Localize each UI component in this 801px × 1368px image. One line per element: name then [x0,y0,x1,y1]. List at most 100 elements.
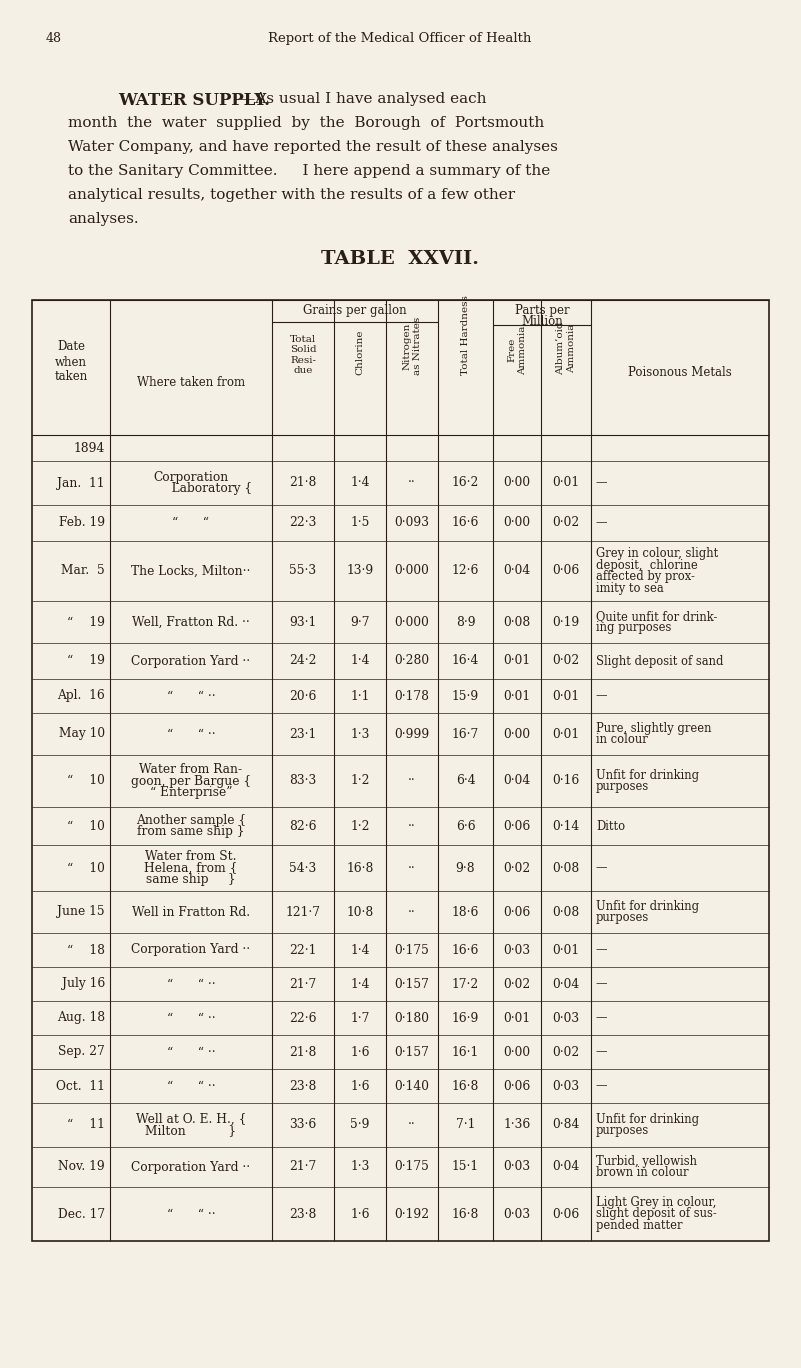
Text: 18·6: 18·6 [452,906,479,918]
Text: purposes: purposes [596,780,650,793]
Text: brown in colour: brown in colour [596,1167,689,1179]
Text: 0·175: 0·175 [395,1160,429,1174]
Text: July 16: July 16 [62,978,105,990]
Text: 17·2: 17·2 [452,978,479,990]
Text: Unfit for drinking: Unfit for drinking [596,769,699,781]
Text: Well in Fratton Rd.: Well in Fratton Rd. [132,906,250,918]
Text: 22·1: 22·1 [289,944,316,956]
Text: 6·6: 6·6 [456,819,475,833]
Text: Nov. 19: Nov. 19 [58,1160,105,1174]
Text: 1·5: 1·5 [350,517,370,529]
Text: 1·1: 1·1 [350,689,370,703]
Text: “  “ ··: “ “ ·· [167,728,215,740]
Text: Grey in colour, slight: Grey in colour, slight [596,547,718,561]
Text: Water Company, and have reported the result of these analyses: Water Company, and have reported the res… [68,140,557,155]
Text: to the Sanitary Committee.   I here append a summary of the: to the Sanitary Committee. I here append… [68,164,550,178]
Text: 1·3: 1·3 [350,1160,370,1174]
Text: Total
Solid
Resi-
due: Total Solid Resi- due [290,335,316,375]
Text: from same ship }: from same ship } [137,825,245,839]
Text: —: — [596,978,607,990]
Text: ··: ·· [409,476,416,490]
Text: ··: ·· [409,862,416,874]
Text: 0·06: 0·06 [553,1208,580,1220]
Text: ··: ·· [409,819,416,833]
Text: The Locks, Milton··: The Locks, Milton·· [131,565,251,577]
Text: 16·7: 16·7 [452,728,479,740]
Text: 23·8: 23·8 [289,1208,316,1220]
Text: “ Enterprise”: “ Enterprise” [150,787,232,799]
Text: 0·03: 0·03 [504,1208,530,1220]
Text: 15·9: 15·9 [452,689,479,703]
Text: 24·2: 24·2 [289,654,316,668]
Text: WATER SUPPLY.: WATER SUPPLY. [118,92,270,109]
Text: —: — [596,476,607,490]
Text: 0·06: 0·06 [503,819,530,833]
Text: 0·06: 0·06 [553,565,580,577]
Text: “  “ ··: “ “ ·· [167,978,215,990]
Text: 48: 48 [46,31,62,45]
Text: 0·01: 0·01 [553,728,580,740]
Text: 16·8: 16·8 [452,1208,479,1220]
Text: Oct.  11: Oct. 11 [56,1079,105,1093]
Text: 23·8: 23·8 [289,1079,316,1093]
Text: 0·02: 0·02 [503,978,530,990]
Text: 33·6: 33·6 [289,1119,316,1131]
Text: Water from Ran-: Water from Ran- [139,763,243,776]
Text: 23·1: 23·1 [289,728,316,740]
Text: Sep. 27: Sep. 27 [58,1045,105,1059]
Text: analyses.: analyses. [68,212,139,226]
Text: 1·4: 1·4 [350,476,370,490]
Text: deposit,  chlorine: deposit, chlorine [596,558,698,572]
Text: 93·1: 93·1 [289,616,316,628]
Text: “  “ ··: “ “ ·· [167,1045,215,1059]
Text: Ditto: Ditto [596,819,625,833]
Text: 0·093: 0·093 [395,517,429,529]
Text: 13·9: 13·9 [346,565,373,577]
Text: 0·000: 0·000 [395,565,429,577]
Text: 0·01: 0·01 [504,689,530,703]
Text: 82·6: 82·6 [289,819,316,833]
Text: 121·7: 121·7 [285,906,320,918]
Text: 0·999: 0·999 [394,728,429,740]
Text: Another sample {: Another sample { [136,814,246,826]
Text: 1·4: 1·4 [350,978,370,990]
Text: 22·6: 22·6 [289,1011,316,1025]
Text: 1·4: 1·4 [350,654,370,668]
Text: Dec. 17: Dec. 17 [58,1208,105,1220]
Text: 1·3: 1·3 [350,728,370,740]
Text: 0·00: 0·00 [504,476,530,490]
Text: 0·01: 0·01 [504,654,530,668]
Text: 0·00: 0·00 [504,728,530,740]
Text: 1·6: 1·6 [350,1079,370,1093]
Text: purposes: purposes [596,911,650,925]
Text: 9·8: 9·8 [456,862,475,874]
Text: Million: Million [521,315,563,328]
Text: same ship     }: same ship } [147,873,235,886]
Text: “  “ ··: “ “ ·· [167,1079,215,1093]
Text: 0·175: 0·175 [395,944,429,956]
Text: —: — [596,1079,607,1093]
Text: ··: ·· [409,1119,416,1131]
Text: —: — [596,1045,607,1059]
Text: 0·03: 0·03 [504,944,530,956]
Text: goon, per Bargue {: goon, per Bargue { [131,774,251,788]
Text: 16·1: 16·1 [452,1045,479,1059]
Text: 0·08: 0·08 [553,906,580,918]
Text: Water from St.: Water from St. [145,850,237,863]
Text: Helena, from {: Helena, from { [144,862,238,874]
Text: “  “ ··: “ “ ·· [167,1208,215,1220]
Text: ··: ·· [409,774,416,788]
Text: 0·04: 0·04 [553,1160,580,1174]
Text: Grains per gallon: Grains per gallon [304,304,407,317]
Text: Report of the Medical Officer of Health: Report of the Medical Officer of Health [268,31,532,45]
Text: 0·178: 0·178 [395,689,429,703]
Text: 83·3: 83·3 [289,774,316,788]
Text: 0·01: 0·01 [553,689,580,703]
Text: “  19: “ 19 [67,616,105,628]
Text: Laboratory {: Laboratory { [130,483,252,495]
Text: 0·02: 0·02 [553,517,580,529]
Text: month  the  water  supplied  by  the  Borough  of  Portsmouth: month the water supplied by the Borough … [68,116,544,130]
Text: 21·7: 21·7 [289,1160,316,1174]
Text: 0·03: 0·03 [504,1160,530,1174]
Text: 7·1: 7·1 [456,1119,475,1131]
